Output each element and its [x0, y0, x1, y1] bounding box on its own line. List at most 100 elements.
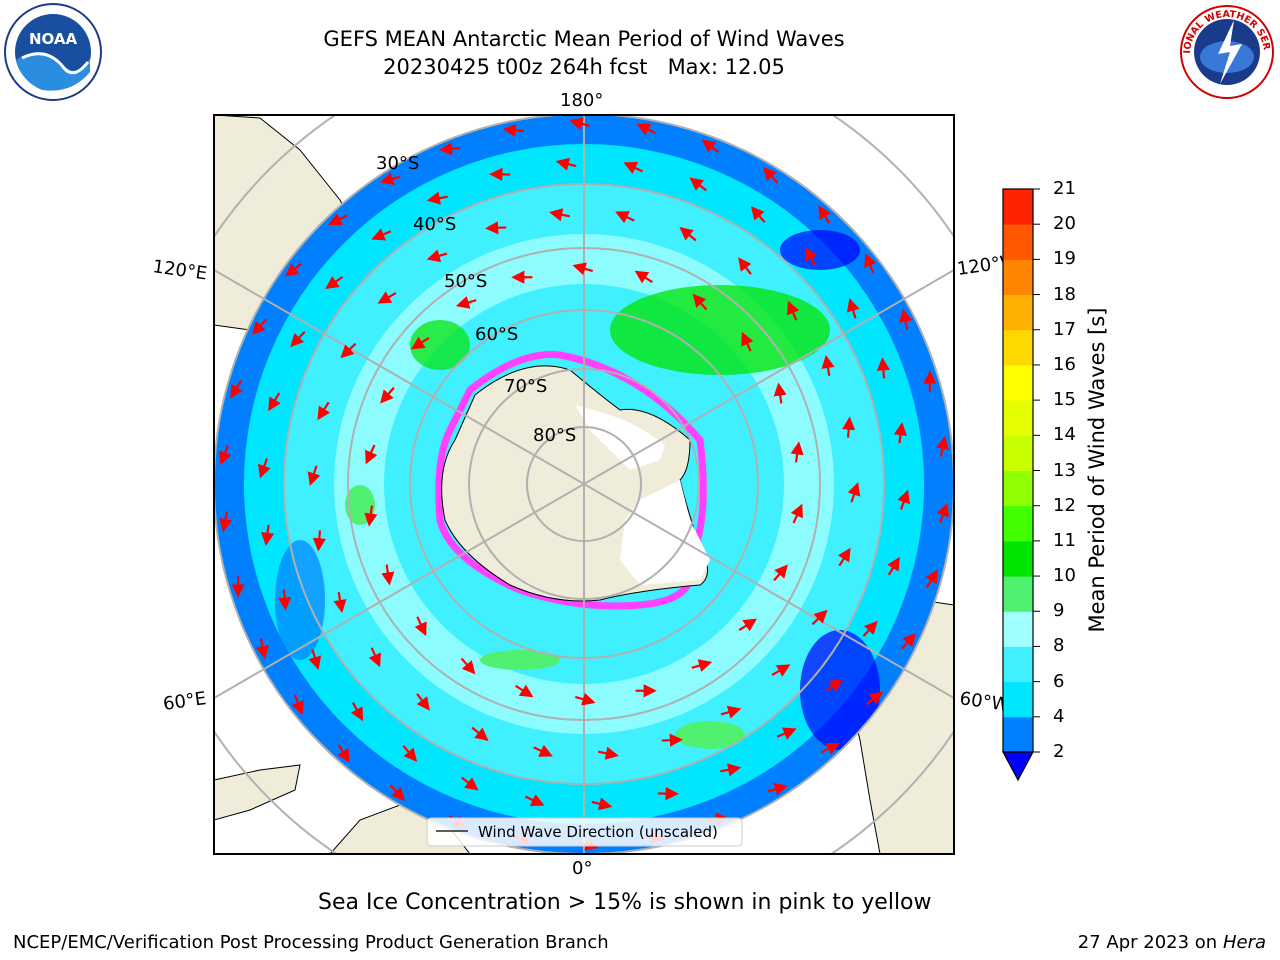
wind-wave-arrow	[549, 208, 571, 222]
wind-wave-arrow	[738, 257, 752, 275]
colorbar-segment	[1003, 329, 1033, 366]
wind-wave-arrow	[460, 657, 476, 675]
wind-wave-arrow	[846, 298, 860, 319]
wind-wave-arrow	[790, 441, 804, 463]
wind-wave-arrow	[821, 354, 835, 376]
lat-label-70s: 70°S	[504, 376, 547, 397]
colorbar	[1003, 188, 1040, 753]
colorbar-tick-label: 21	[1053, 178, 1076, 199]
nws-logo: NATIONAL WEATHER SERVICE	[1176, 2, 1274, 99]
wind-wave-arrow	[258, 458, 271, 479]
wind-wave-arrow	[773, 382, 787, 404]
wind-wave-arrow	[842, 416, 856, 438]
wind-wave-arrow	[824, 678, 843, 692]
colorbar-segment	[1003, 400, 1033, 436]
wind-wave-arrow	[410, 336, 430, 350]
wind-wave-arrow	[876, 357, 890, 379]
wind-wave-arrow	[887, 556, 900, 576]
colorbar-tick-label: 2	[1053, 741, 1065, 762]
africa-land	[214, 764, 301, 821]
footer-left: NCEP/EMC/Verification Post Processing Pr…	[13, 932, 609, 953]
caption: Sea Ice Concentration > 15% is shown in …	[318, 890, 932, 915]
wind-wave-arrow	[897, 489, 910, 510]
wind-wave-arrow	[838, 547, 851, 567]
lon-label-60e: 60°E	[162, 688, 208, 715]
wind-wave-arrow	[864, 253, 877, 274]
wind-wave-arrow	[555, 157, 577, 171]
wind-wave-arrow	[634, 270, 653, 284]
wind-wave-arrow	[661, 733, 683, 747]
lon-label-180: 180°	[560, 90, 603, 111]
wind-wave-arrow	[291, 694, 304, 715]
wind-wave-arrow	[471, 726, 489, 741]
colorbar-segment	[1003, 576, 1033, 612]
wind-wave-arrow	[350, 701, 364, 722]
chart-title-line2: 20230425 t00z 264h fcst Max: 12.05	[383, 55, 785, 79]
wind-wave-arrow	[381, 564, 395, 586]
wind-wave-arrow	[380, 386, 395, 404]
wind-wave-arrow	[414, 616, 427, 637]
wind-wave-arrow	[818, 205, 831, 224]
map-legend: Wind Wave Direction (unscaled)	[426, 817, 743, 847]
colorbar-tick-label: 9	[1053, 600, 1065, 622]
colorbar-title: Mean Period of Wind Waves [s]	[1085, 307, 1109, 633]
colorbar-segment	[1003, 294, 1033, 331]
wind-wave-arrow	[502, 123, 524, 137]
wind-wave-arrow	[936, 502, 949, 524]
wind-wave-arrow	[701, 139, 720, 154]
colorbar-tick-label: 4	[1053, 705, 1065, 727]
wind-wave-arrow	[689, 177, 707, 192]
lon-label-0: 0°	[572, 858, 592, 879]
wind-wave-arrow	[615, 211, 635, 224]
colorbar-tick-label: 10	[1053, 565, 1076, 587]
colorbar-extend-arrow	[1001, 751, 1035, 782]
wind-wave-arrow	[325, 276, 344, 290]
wind-wave-arrow	[720, 705, 742, 719]
colorbar-segment	[1003, 364, 1033, 401]
wind-wave-arrow	[750, 206, 766, 223]
wind-wave-arrow	[438, 142, 461, 156]
wind-wave-arrow	[865, 691, 884, 706]
noaa-logo: NOAA	[4, 3, 102, 101]
wind-wave-arrow	[738, 618, 758, 632]
wind-wave-arrow	[426, 191, 448, 205]
colorbar-tick-label: 20	[1053, 213, 1076, 235]
lat-label-80s: 80°S	[533, 425, 576, 446]
wind-wave-arrow	[340, 342, 357, 359]
wind-wave-arrow	[284, 262, 303, 277]
colorbar-tick-label: 11	[1053, 529, 1076, 551]
wind-wave-arrow	[251, 318, 267, 335]
wind-wave-arrow	[771, 664, 791, 677]
colorbar-tick-label: 12	[1053, 494, 1076, 516]
wind-wave-arrow	[679, 227, 697, 242]
wind-wave-arrow	[515, 684, 534, 698]
wind-wave-arrow	[591, 797, 613, 811]
wind-wave-arrow	[804, 246, 818, 267]
chart-title-line1: GEFS MEAN Antarctic Mean Period of Wind …	[323, 27, 845, 51]
wind-wave-arrow	[692, 293, 708, 311]
wind-wave-arrow	[533, 744, 553, 757]
wind-wave-arrow	[328, 213, 348, 226]
wind-wave-arrow	[776, 727, 797, 740]
wind-wave-arrow	[278, 589, 292, 611]
wind-wave-arrow	[308, 649, 322, 670]
colorbar-segment	[1003, 435, 1033, 471]
wind-wave-arrow	[365, 444, 378, 465]
colorbar-segment	[1003, 646, 1033, 683]
wind-wave-arrow	[787, 300, 800, 321]
wind-wave-arrow	[219, 444, 232, 466]
wind-wave-arrow	[230, 379, 243, 399]
wind-wave-arrow	[636, 123, 656, 136]
lat-label-40s: 40°S	[413, 214, 456, 235]
wind-wave-arrow	[741, 331, 754, 352]
colorbar-tick-label: 19	[1053, 248, 1076, 270]
colorbar-tick-label: 8	[1053, 635, 1065, 657]
wind-wave-arrow	[899, 308, 913, 330]
wind-wave-arrow	[255, 638, 269, 660]
wind-wave-arrow	[847, 482, 861, 503]
wind-wave-arrow	[261, 524, 275, 546]
wind-wave-arrow	[416, 693, 430, 711]
wind-wave-arrow	[290, 330, 306, 348]
wind-wave-arrow	[485, 221, 507, 235]
